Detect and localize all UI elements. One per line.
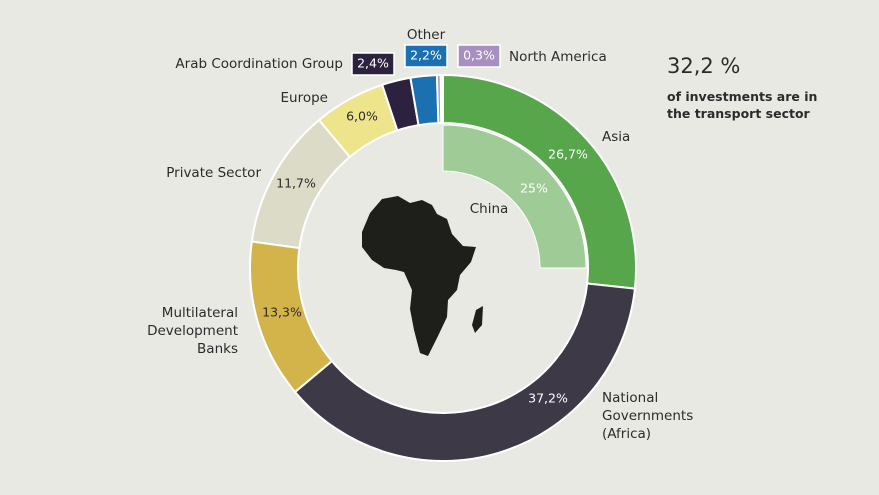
donut-segment bbox=[435, 74, 443, 125]
annotation-text: of investments are in the transport secto… bbox=[667, 89, 817, 121]
annotation-headline: 32,2 % bbox=[667, 54, 740, 78]
value-label-box bbox=[404, 44, 448, 68]
value-label-box bbox=[457, 44, 501, 68]
value-label: 0,3% bbox=[463, 48, 495, 63]
category-label: Arab Coordination Group bbox=[175, 56, 343, 72]
value-label: 2,4% bbox=[357, 56, 389, 71]
category-label: Europe bbox=[281, 90, 328, 106]
value-label: 37,2% bbox=[528, 391, 568, 406]
value-label-box bbox=[351, 52, 395, 76]
inner-category-label: China bbox=[470, 201, 509, 217]
category-label: National Governments (Africa) bbox=[602, 390, 693, 442]
inner-segment bbox=[442, 124, 587, 269]
value-label: 6,0% bbox=[346, 109, 378, 124]
category-label: Other bbox=[407, 27, 446, 43]
category-label: Multilateral Development Banks bbox=[147, 305, 238, 357]
value-label: 11,7% bbox=[276, 176, 316, 191]
value-label: 26,7% bbox=[548, 147, 588, 162]
category-label: Asia bbox=[602, 129, 630, 145]
donut-segment bbox=[293, 282, 637, 462]
category-label: North America bbox=[509, 49, 607, 65]
inner-value-label: 25% bbox=[520, 181, 548, 196]
value-label: 13,3% bbox=[262, 305, 302, 320]
africa-map bbox=[362, 196, 483, 356]
category-label: Private Sector bbox=[166, 165, 261, 181]
value-label: 2,2% bbox=[410, 48, 442, 63]
